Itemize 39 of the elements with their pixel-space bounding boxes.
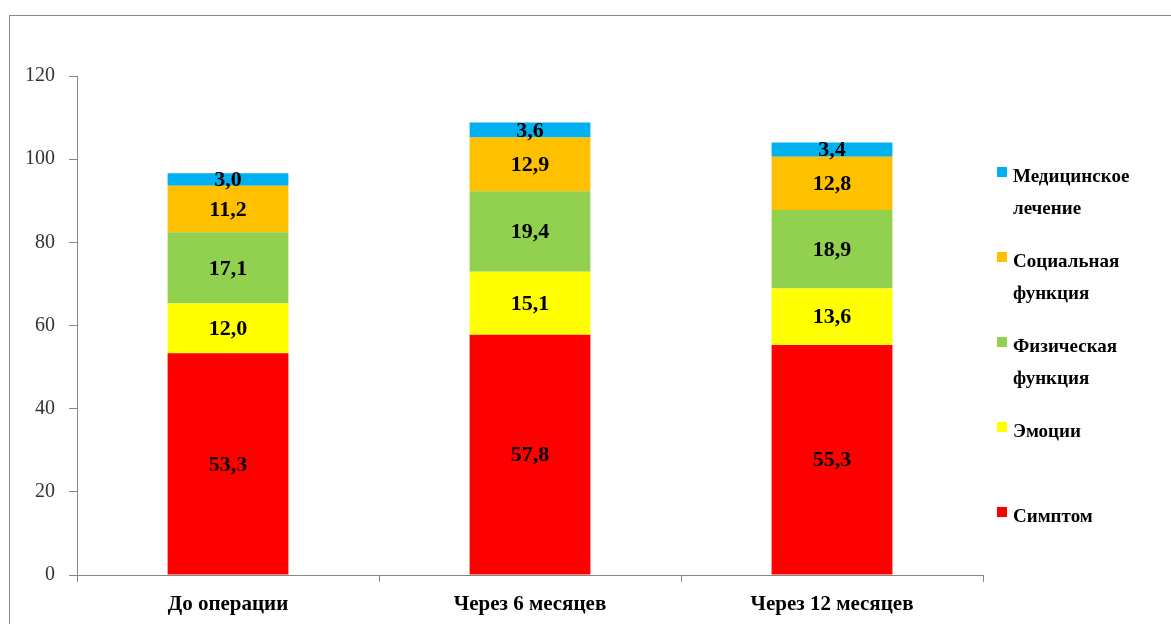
legend-label: Социальная функция [1013,249,1121,305]
legend-label: Симптом [1013,504,1094,528]
x-tick-label: Через 12 месяцев [750,591,914,616]
bar [771,288,893,346]
data-label: 57,8 [510,441,550,467]
data-label: 55,3 [812,446,852,472]
legend-label: Медицинское лечение [1013,164,1131,220]
data-label: 11,2 [209,195,247,221]
data-label: 17,1 [208,254,248,280]
y-tick-label: 0 [45,562,55,585]
data-label: 18,9 [812,235,852,261]
data-label: 3,0 [214,166,242,192]
bar [469,271,591,335]
legend-label: Физическая функция [1013,334,1119,390]
data-label: 13,6 [812,303,852,329]
y-tick-label: 120 [25,63,55,86]
data-label: 12,0 [208,315,248,341]
y-tick-label: 80 [35,229,55,252]
bar [469,334,591,575]
y-tick-label: 60 [35,312,55,335]
data-label: 12,9 [510,151,550,177]
bar [167,353,289,575]
legend-label: Эмоции [1013,419,1082,443]
bar [167,232,289,304]
y-tick-label: 40 [35,395,55,418]
data-label: 15,1 [510,289,550,315]
data-label: 53,3 [208,450,248,476]
bar [771,345,893,575]
y-tick-label: 100 [25,146,55,169]
data-label: 3,6 [516,116,544,142]
y-tick-label: 20 [35,479,55,502]
bar [167,303,289,354]
x-tick-label: Через 6 месяцев [453,591,607,616]
data-label: 12,8 [812,169,852,195]
data-label: 3,4 [818,136,846,162]
data-label: 19,4 [510,218,550,244]
bar [771,209,893,289]
x-tick-label: До операции [167,591,289,616]
bar [469,191,591,272]
